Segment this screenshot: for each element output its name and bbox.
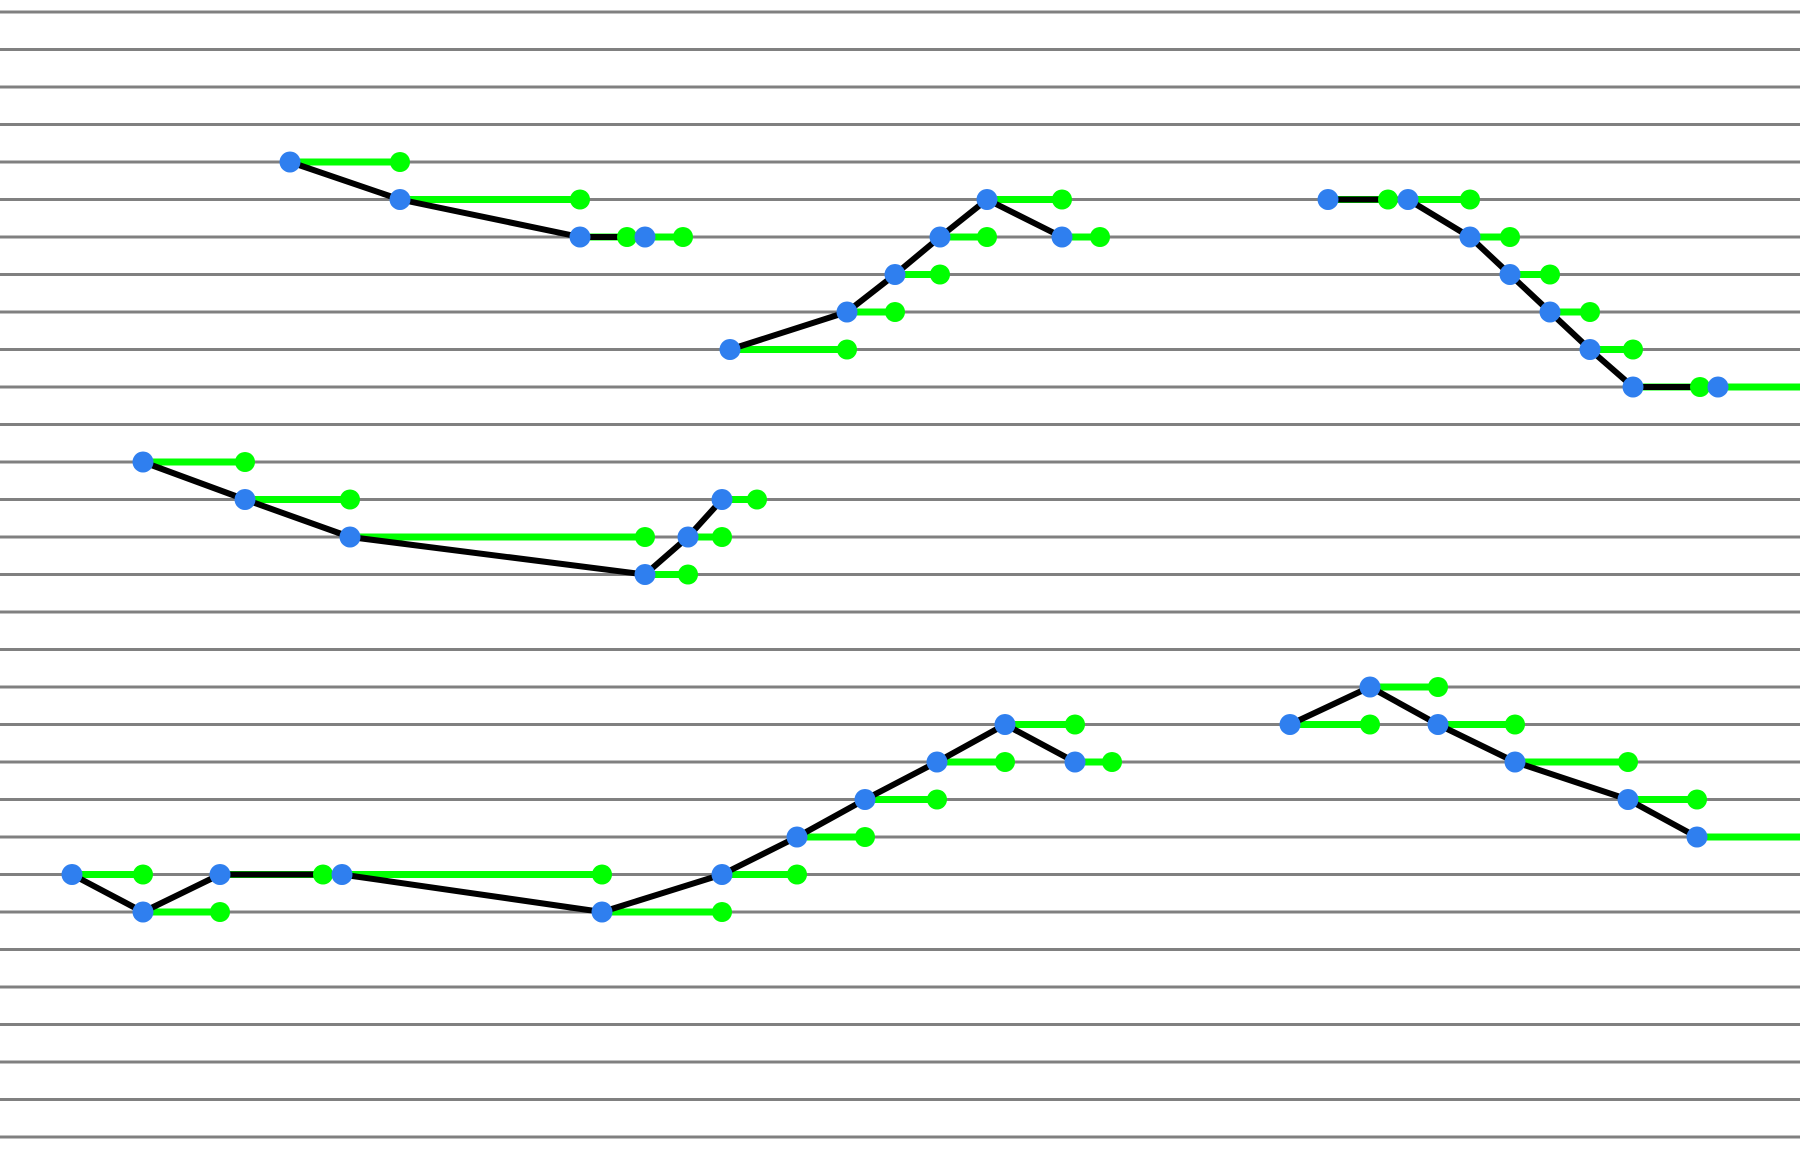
note-onset-marker bbox=[1504, 751, 1526, 773]
note-end-marker bbox=[930, 264, 950, 285]
note-end-marker bbox=[1360, 714, 1380, 735]
note-onset-marker bbox=[389, 189, 411, 210]
note-end-marker bbox=[885, 302, 905, 322]
note-end-marker bbox=[1065, 714, 1085, 735]
note-end-marker bbox=[617, 227, 637, 247]
note-onset-marker bbox=[1051, 226, 1073, 248]
note-onset-marker bbox=[569, 226, 591, 248]
note-onset-marker bbox=[836, 301, 858, 323]
note-end-marker bbox=[1102, 752, 1122, 772]
note-end-marker bbox=[1500, 227, 1520, 247]
note-end-marker bbox=[1690, 377, 1710, 397]
note-end-marker bbox=[210, 902, 230, 922]
note-onset-marker bbox=[1427, 714, 1449, 735]
note-end-marker bbox=[1460, 189, 1480, 210]
note-onset-marker bbox=[1317, 189, 1339, 210]
note-end-marker bbox=[673, 227, 693, 247]
note-end-marker bbox=[133, 864, 153, 885]
note-end-marker bbox=[570, 189, 590, 210]
note-onset-marker bbox=[234, 489, 256, 510]
note-end-marker bbox=[787, 864, 807, 885]
note-end-marker bbox=[313, 864, 333, 885]
staff-lines bbox=[0, 10, 1800, 1139]
note-onset-marker bbox=[926, 751, 948, 773]
note-end-marker bbox=[592, 864, 612, 885]
note-onset-marker bbox=[1707, 376, 1729, 398]
note-onset-marker bbox=[677, 526, 699, 548]
note-end-marker bbox=[927, 789, 947, 810]
note-onset-marker bbox=[1279, 714, 1301, 735]
note-end-marker bbox=[1623, 339, 1643, 360]
phrase-1 bbox=[279, 151, 693, 248]
note-end-marker bbox=[390, 152, 410, 172]
note-end-marker bbox=[1090, 227, 1110, 247]
melody-contour-line bbox=[727, 196, 1065, 353]
phrase-5 bbox=[61, 714, 1122, 923]
phrase-6 bbox=[1279, 676, 1800, 848]
note-end-marker bbox=[712, 527, 732, 547]
phrase-2 bbox=[719, 189, 1110, 360]
note-end-marker bbox=[340, 489, 360, 510]
melody-contour-line bbox=[1287, 684, 1700, 840]
note-end-marker bbox=[235, 452, 255, 472]
note-onset-marker bbox=[61, 864, 83, 885]
note-onset-marker bbox=[1617, 789, 1639, 810]
note-end-marker bbox=[1580, 302, 1600, 322]
note-onset-marker bbox=[132, 901, 154, 923]
note-onset-marker bbox=[1622, 376, 1644, 398]
note-onset-marker bbox=[854, 789, 876, 810]
note-end-marker bbox=[977, 227, 997, 247]
note-onset-marker bbox=[279, 151, 301, 173]
note-onset-marker bbox=[1359, 676, 1381, 698]
note-end-marker bbox=[635, 527, 655, 547]
note-onset-marker bbox=[1397, 189, 1419, 210]
note-end-marker bbox=[678, 564, 698, 585]
note-end-marker bbox=[1540, 264, 1560, 285]
note-end-marker bbox=[1618, 752, 1638, 772]
note-onset-marker bbox=[634, 564, 656, 585]
note-onset-marker bbox=[994, 714, 1016, 735]
note-end-marker bbox=[1505, 714, 1525, 735]
note-onset-marker bbox=[1499, 264, 1521, 285]
note-onset-marker bbox=[719, 339, 741, 360]
note-onset-marker bbox=[1686, 826, 1708, 848]
note-onset-marker bbox=[976, 189, 998, 210]
note-onset-marker bbox=[1579, 339, 1601, 360]
note-end-marker bbox=[855, 827, 875, 847]
note-onset-marker bbox=[591, 901, 613, 923]
note-onset-marker bbox=[711, 489, 733, 510]
melody-contour-line bbox=[287, 159, 648, 240]
note-end-marker bbox=[1687, 789, 1707, 810]
phrase-3 bbox=[1317, 189, 1800, 398]
note-end-marker bbox=[995, 752, 1015, 772]
note-onset-marker bbox=[634, 226, 656, 248]
note-onset-marker bbox=[884, 264, 906, 285]
note-end-marker bbox=[1428, 677, 1448, 697]
phrase-4 bbox=[132, 451, 767, 585]
note-end-marker bbox=[712, 902, 732, 922]
note-onset-marker bbox=[1539, 301, 1561, 323]
note-onset-marker bbox=[711, 864, 733, 885]
note-onset-marker bbox=[1459, 226, 1481, 248]
note-onset-marker bbox=[1064, 751, 1086, 773]
note-onset-marker bbox=[209, 864, 231, 885]
note-onset-marker bbox=[786, 826, 808, 848]
phrases bbox=[61, 151, 1800, 923]
note-end-marker bbox=[1378, 189, 1398, 210]
note-end-marker bbox=[1052, 189, 1072, 210]
note-onset-marker bbox=[132, 451, 154, 473]
note-end-marker bbox=[747, 489, 767, 510]
note-end-marker bbox=[837, 339, 857, 360]
note-onset-marker bbox=[331, 864, 353, 885]
note-onset-marker bbox=[339, 526, 361, 548]
note-onset-marker bbox=[929, 226, 951, 248]
